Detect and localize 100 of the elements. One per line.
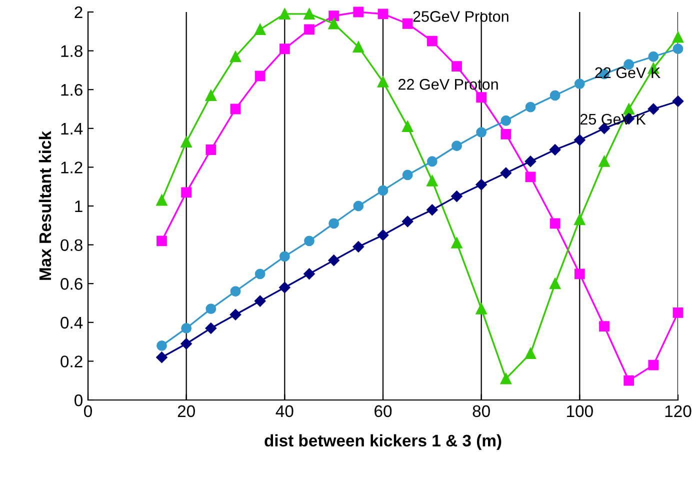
point (402, 120, 414, 132)
point (550, 218, 560, 229)
point (230, 286, 241, 297)
point (205, 322, 217, 334)
point (377, 229, 389, 241)
point (328, 218, 340, 229)
point (525, 102, 536, 112)
point (304, 236, 314, 246)
point (279, 251, 290, 262)
point (451, 237, 462, 248)
point (230, 104, 241, 114)
point (574, 134, 586, 146)
x-tick-label: 120 (665, 405, 692, 418)
point (230, 309, 242, 320)
point (524, 156, 536, 167)
point (304, 8, 315, 20)
point (378, 8, 388, 20)
y-tick-label: 1.6 (61, 84, 82, 96)
y-tick-label: 0.4 (60, 316, 83, 329)
point (279, 282, 290, 294)
point (402, 170, 413, 180)
point (599, 321, 610, 332)
y-tick-label: 1 (75, 200, 82, 212)
y-tick-label: 1.8 (61, 45, 82, 58)
point (500, 373, 512, 384)
x-tick-label: 40 (276, 405, 294, 418)
point (476, 127, 487, 138)
point (648, 360, 659, 370)
point (574, 268, 585, 280)
x-tick-label: 60 (374, 405, 392, 418)
point (156, 340, 167, 351)
point (550, 90, 560, 101)
point (426, 156, 438, 167)
point (254, 70, 266, 82)
point (672, 96, 684, 107)
point (500, 167, 512, 179)
point (426, 175, 438, 186)
y-tick-label: 0 (74, 394, 82, 406)
point (402, 18, 413, 29)
y-tick-label: 0.8 (60, 239, 82, 252)
point (377, 76, 389, 88)
point (254, 295, 266, 307)
y-axis-title: Max Resultant kick (38, 130, 52, 280)
point (205, 90, 216, 101)
y-tick-label: 1.4 (61, 122, 83, 134)
x-tick-label: 100 (567, 405, 593, 418)
point (352, 41, 364, 52)
point (672, 307, 684, 318)
point (180, 136, 192, 148)
point (452, 61, 462, 72)
point (672, 32, 684, 43)
point (402, 216, 414, 228)
point (574, 78, 585, 89)
point (206, 144, 216, 155)
point (476, 303, 487, 314)
point (549, 144, 561, 156)
x-axis-title: dist between kickers 1 & 3 (m) (264, 434, 502, 450)
point (648, 51, 659, 62)
point (254, 24, 266, 36)
point (328, 18, 340, 30)
point (181, 187, 192, 198)
x-tick-label: 80 (472, 405, 490, 418)
point (156, 352, 168, 363)
point (353, 200, 364, 212)
point (476, 179, 487, 190)
point (156, 236, 167, 246)
point (524, 348, 536, 359)
point (304, 24, 314, 35)
point (328, 10, 340, 22)
point (352, 241, 364, 252)
point (574, 214, 586, 226)
point (500, 115, 512, 126)
point (378, 185, 388, 196)
point (452, 140, 462, 152)
y-tick-label: 2 (74, 6, 82, 18)
point (672, 44, 684, 54)
point (451, 190, 462, 202)
point (254, 268, 266, 280)
point (279, 44, 290, 54)
point (230, 51, 242, 62)
point (624, 375, 634, 386)
point (328, 254, 340, 266)
point (206, 304, 216, 314)
point (525, 172, 536, 182)
point (623, 103, 634, 115)
point (279, 8, 290, 20)
point (598, 156, 610, 167)
point (550, 278, 561, 290)
point (426, 36, 438, 46)
point (304, 268, 315, 280)
point (180, 338, 192, 350)
x-tick-label: 0 (84, 405, 92, 418)
point (353, 6, 364, 18)
y-tick-label: 0.6 (60, 278, 82, 290)
point (426, 204, 438, 216)
point (156, 194, 168, 206)
y-tick-label: 0.2 (60, 356, 82, 368)
point (648, 103, 660, 115)
point (500, 129, 512, 140)
point (181, 323, 192, 334)
